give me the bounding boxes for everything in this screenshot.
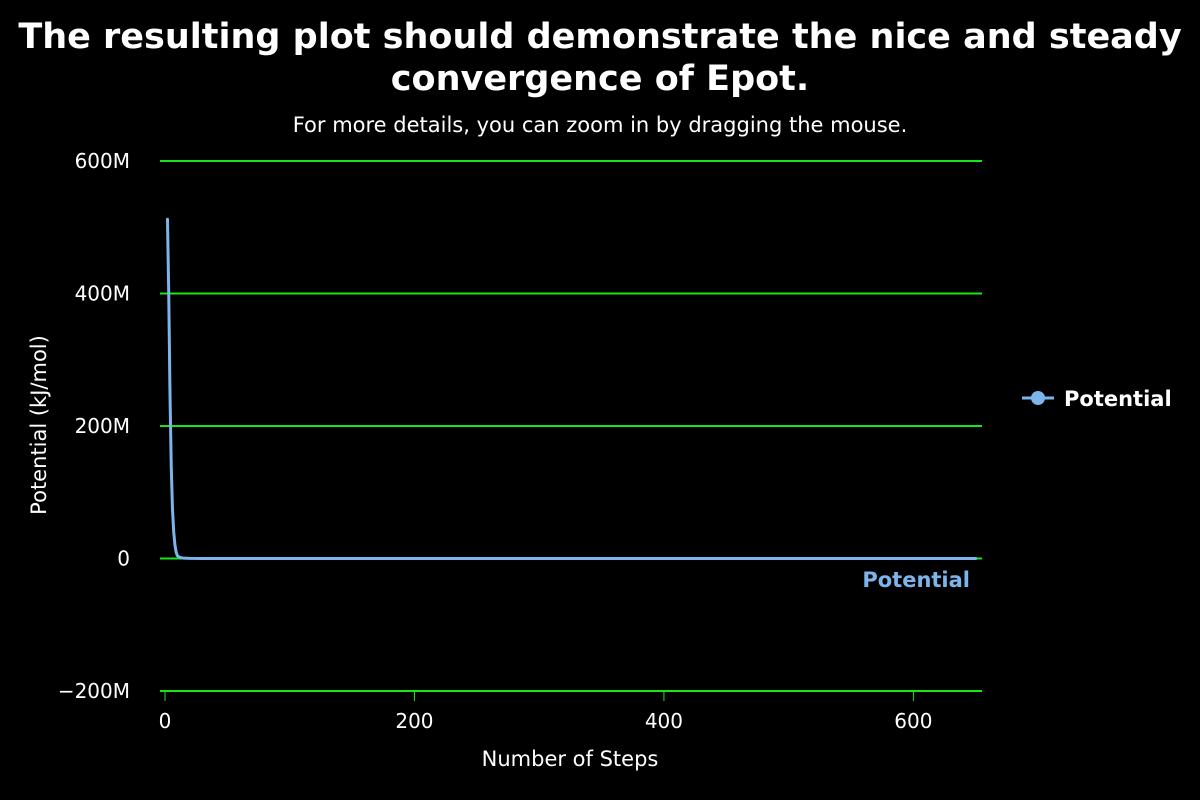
series-layer <box>165 217 978 560</box>
y-axis-title: Potential (kJ/mol) <box>27 335 51 515</box>
legend-label-potential: Potential <box>1064 387 1172 411</box>
x-tick-label: 0 <box>159 709 172 733</box>
x-tick-label: 600 <box>894 709 932 733</box>
series-line-potential[interactable] <box>165 217 978 560</box>
legend-item-potential[interactable]: Potential <box>1022 387 1172 411</box>
x-tick-label: 200 <box>395 709 433 733</box>
series-end-label: Potential <box>862 568 970 592</box>
legend[interactable]: Potential <box>1022 387 1172 411</box>
y-tick-label: 200M <box>75 414 130 438</box>
x-tick-label: 400 <box>645 709 683 733</box>
chart-title-line-2: convergence of Epot. <box>391 59 809 99</box>
y-tick-label: 400M <box>75 282 130 306</box>
y-axis-ticks: −200M 0 200M 400M 600M <box>58 149 130 703</box>
x-axis-title: Number of Steps <box>482 747 659 771</box>
y-tick-label: 0 <box>117 547 130 571</box>
chart-subtitle: For more details, you can zoom in by dra… <box>293 113 908 137</box>
y-tick-label: 600M <box>75 149 130 173</box>
y-tick-label: −200M <box>58 679 130 703</box>
x-axis-ticks: 0 200 400 600 <box>159 691 932 733</box>
legend-dot-marker <box>1031 391 1045 405</box>
chart-title-line-1: The resulting plot should demonstrate th… <box>18 17 1182 57</box>
